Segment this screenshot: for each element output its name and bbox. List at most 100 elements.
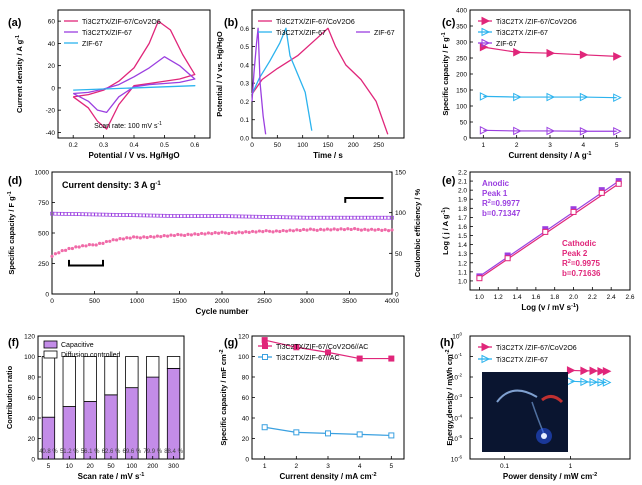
- data-point: [264, 229, 268, 233]
- data-point: [580, 377, 590, 387]
- data-point: [230, 214, 235, 219]
- data-point: [589, 366, 599, 376]
- y-tick-label: 1.5: [458, 233, 467, 240]
- y-axis-label: Specific capacity / F g-1: [441, 32, 450, 115]
- data-point: [125, 236, 129, 240]
- data-point: [264, 215, 269, 219]
- data-point: [346, 227, 350, 231]
- data-point: [176, 232, 180, 237]
- y-tick-label: 120: [24, 334, 35, 341]
- data-point: [366, 215, 371, 220]
- y-tick-label: 250: [456, 56, 467, 63]
- r-text: R: [482, 199, 488, 208]
- x-axis-label: Potential / V vs. Hg/HgO: [88, 151, 179, 160]
- data-point: [278, 229, 282, 234]
- data-point: [570, 208, 577, 215]
- axis-indicator-bracket: [68, 259, 104, 267]
- data-point: [293, 344, 300, 351]
- data-point: [285, 229, 289, 233]
- data-point: [196, 214, 201, 218]
- x-axis-label-text: Current density / A g: [509, 151, 587, 160]
- bar-value-label: 51.2 %: [60, 449, 79, 455]
- y-tick-label: 80: [242, 375, 250, 382]
- y-tick-label: 10-2: [451, 373, 463, 382]
- y-axis-label-sup: -2: [219, 349, 225, 354]
- data-point: [192, 214, 197, 218]
- data-point: [53, 252, 58, 256]
- r-squared: R2=0.9975: [562, 259, 601, 268]
- x-tick-label: 0.3: [99, 142, 108, 149]
- data-point: [481, 38, 491, 48]
- data-point: [261, 230, 265, 234]
- x-tick-label: 1.4: [513, 294, 522, 301]
- data-point: [298, 228, 302, 233]
- led-light: [541, 433, 547, 439]
- x-tick-label: 4: [358, 463, 362, 470]
- panel-label: (g): [224, 337, 238, 349]
- x-tick-label: 250: [373, 142, 384, 149]
- data-point: [87, 212, 92, 217]
- y-tick-base: 10: [451, 457, 459, 464]
- data-point: [155, 213, 160, 218]
- data-point: [179, 214, 184, 218]
- data-point: [158, 213, 163, 218]
- data-point: [322, 215, 326, 220]
- data-point: [186, 214, 190, 218]
- y-tick-label: 1000: [35, 170, 50, 177]
- panel-label: (c): [442, 17, 456, 29]
- bar-diffusion: [104, 356, 118, 396]
- data-point: [312, 228, 316, 232]
- y-tick-label: 500: [38, 231, 49, 238]
- y-axis-label: Specific capacity / mF cm-2: [219, 349, 228, 445]
- data-point: [356, 227, 360, 231]
- current-density-annotation: Current density: 3 A g-1: [62, 180, 161, 190]
- x-tick-label: 300: [168, 463, 179, 470]
- data-point: [383, 228, 387, 232]
- data-point: [217, 231, 221, 235]
- data-point: [138, 236, 142, 240]
- x-tick-label: 1.6: [531, 294, 540, 301]
- data-point: [104, 212, 109, 217]
- data-point: [169, 233, 173, 237]
- data-point: [387, 229, 391, 233]
- data-point: [234, 231, 238, 235]
- data-point: [216, 214, 221, 218]
- data-point: [206, 214, 211, 218]
- data-point: [295, 228, 299, 232]
- scan-rate-sup: -1: [157, 121, 162, 127]
- data-point: [345, 215, 350, 220]
- y-tick-label: 60: [28, 395, 36, 402]
- panel-label: (d): [8, 175, 22, 187]
- data-point: [226, 214, 231, 219]
- y-tick-label: 0.2: [240, 99, 249, 106]
- data-point: [349, 227, 353, 232]
- plot-frame: [57, 9, 211, 139]
- data-point: [390, 228, 394, 232]
- data-point: [135, 213, 139, 218]
- data-point: [233, 214, 238, 219]
- data-point: [230, 230, 234, 235]
- data-point: [325, 430, 331, 437]
- x-tick-label: 100: [126, 463, 137, 470]
- x-tick-label: 0.1: [500, 463, 509, 470]
- bar-diffusion: [146, 356, 160, 378]
- y-tick-label: 1.1: [458, 269, 467, 276]
- data-point: [305, 228, 309, 232]
- panel-label: (h): [440, 337, 454, 349]
- y-tick-label: 1.3: [458, 251, 467, 258]
- r-sup: 2: [568, 259, 571, 265]
- data-point: [322, 228, 326, 232]
- x-tick-label: 1: [263, 463, 267, 470]
- x-tick-label: 1.0: [475, 294, 484, 301]
- fit-line: [479, 183, 620, 279]
- data-point: [386, 215, 391, 220]
- data-point: [237, 214, 241, 219]
- panel-label: (b): [224, 17, 238, 29]
- x-axis-label: Current density / A g-1: [509, 151, 592, 160]
- x-axis-label-text: Scan rate / mV s: [78, 472, 140, 481]
- data-point: [196, 232, 200, 237]
- y-tick-exp: -4: [458, 414, 462, 419]
- y-tick-label: 10-4: [451, 414, 463, 423]
- data-point: [121, 213, 126, 217]
- y-tick-exp: -1: [458, 352, 462, 357]
